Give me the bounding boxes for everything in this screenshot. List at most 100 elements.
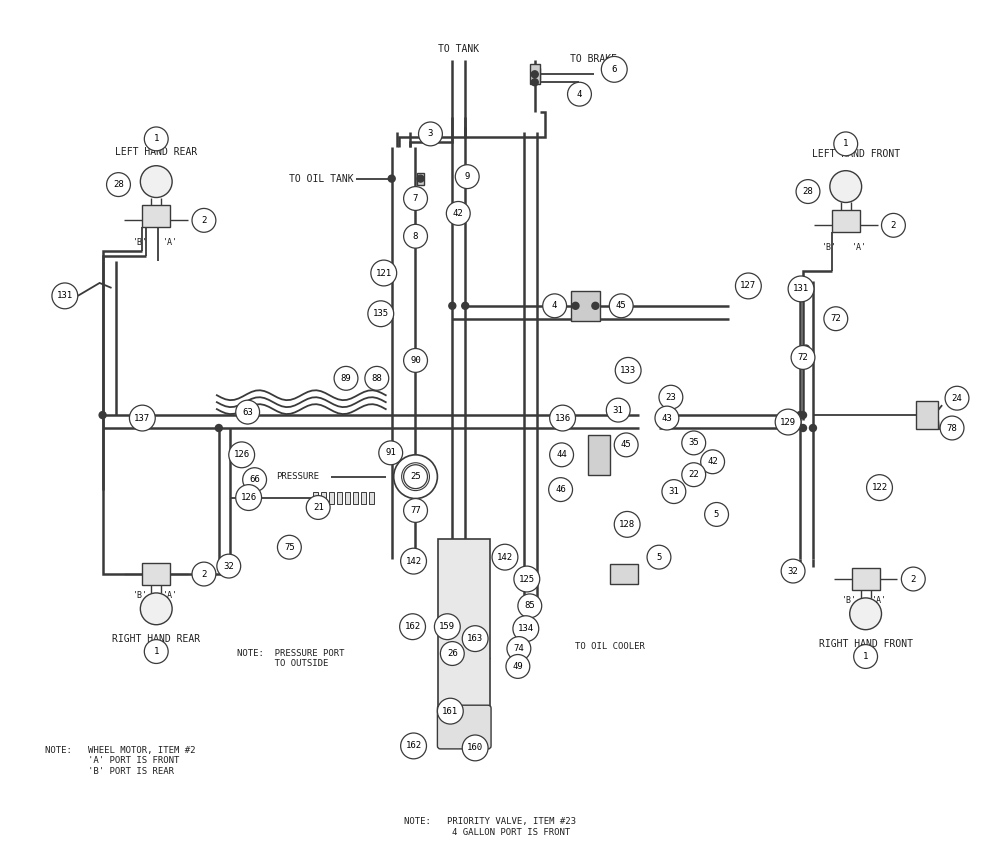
Bar	[530, 64, 540, 84]
Circle shape	[365, 366, 389, 390]
Circle shape	[462, 626, 488, 651]
Circle shape	[655, 406, 679, 430]
Circle shape	[404, 187, 427, 211]
Text: 32: 32	[223, 562, 234, 571]
Circle shape	[601, 56, 627, 82]
Text: 89: 89	[341, 374, 351, 383]
Text: 161: 161	[442, 707, 458, 716]
Text: TO OIL TANK: TO OIL TANK	[289, 174, 354, 184]
Text: 159: 159	[439, 622, 455, 631]
Text: 44: 44	[556, 450, 567, 460]
Circle shape	[659, 385, 683, 409]
Circle shape	[549, 478, 573, 502]
Circle shape	[701, 450, 725, 473]
Circle shape	[99, 412, 106, 419]
Circle shape	[775, 409, 801, 435]
Circle shape	[824, 306, 848, 330]
Circle shape	[419, 122, 442, 146]
Circle shape	[492, 544, 518, 570]
Circle shape	[531, 79, 538, 86]
Circle shape	[229, 442, 255, 467]
Circle shape	[518, 594, 542, 618]
Circle shape	[615, 358, 641, 383]
Text: 163: 163	[467, 634, 483, 643]
Circle shape	[404, 348, 427, 372]
Text: 23: 23	[666, 393, 676, 401]
Text: 72: 72	[830, 314, 841, 324]
Text: 'B': 'B'	[133, 238, 148, 247]
Circle shape	[550, 405, 576, 431]
Circle shape	[781, 559, 805, 583]
Circle shape	[854, 645, 878, 669]
Text: 'B': 'B'	[822, 243, 837, 252]
Bar	[345, 491, 350, 503]
Text: 22: 22	[688, 470, 699, 479]
Circle shape	[334, 366, 358, 390]
Bar	[852, 568, 880, 590]
Text: 4: 4	[552, 301, 557, 310]
Circle shape	[901, 567, 925, 591]
Circle shape	[306, 496, 330, 520]
Bar	[321, 491, 326, 503]
Circle shape	[867, 475, 892, 501]
Text: 25: 25	[410, 473, 421, 481]
Circle shape	[434, 614, 460, 639]
Circle shape	[217, 554, 241, 578]
Text: 45: 45	[616, 301, 627, 310]
Text: NOTE:   PRIORITY VALVE, ITEM #23
        4 GALLON PORT IS FRONT: NOTE: PRIORITY VALVE, ITEM #23 4 GALLON …	[404, 817, 576, 837]
Text: 32: 32	[788, 567, 798, 575]
Circle shape	[796, 180, 820, 204]
Text: 162: 162	[405, 622, 421, 631]
Text: 'B': 'B'	[133, 591, 148, 600]
Circle shape	[144, 639, 168, 663]
Bar	[916, 401, 938, 429]
Circle shape	[809, 425, 816, 431]
Circle shape	[368, 300, 394, 327]
Circle shape	[830, 170, 862, 203]
Text: 121: 121	[376, 269, 392, 277]
Text: RIGHT HAND FRONT: RIGHT HAND FRONT	[819, 639, 913, 649]
Circle shape	[244, 417, 251, 424]
Circle shape	[945, 386, 969, 410]
Text: 5: 5	[714, 510, 719, 519]
Circle shape	[400, 614, 425, 639]
Circle shape	[140, 593, 172, 625]
Text: 85: 85	[524, 601, 535, 610]
Text: 42: 42	[707, 457, 718, 467]
Text: 2: 2	[201, 569, 207, 579]
Text: LEFT HAND REAR: LEFT HAND REAR	[115, 147, 197, 157]
Text: 42: 42	[453, 209, 464, 218]
Bar	[610, 564, 638, 584]
Bar	[337, 491, 342, 503]
Circle shape	[791, 346, 815, 370]
Text: 134: 134	[518, 624, 534, 633]
Circle shape	[140, 166, 172, 198]
Text: NOTE:   WHEEL MOTOR, ITEM #2
        'A' PORT IS FRONT
        'B' PORT IS REAR: NOTE: WHEEL MOTOR, ITEM #2 'A' PORT IS F…	[45, 746, 195, 776]
Text: 24: 24	[952, 394, 962, 402]
Circle shape	[609, 294, 633, 318]
Text: 142: 142	[406, 556, 422, 566]
Text: 142: 142	[497, 553, 513, 562]
Circle shape	[129, 405, 155, 431]
Circle shape	[404, 465, 427, 489]
Circle shape	[705, 502, 729, 526]
Bar	[588, 435, 610, 475]
Bar	[142, 563, 170, 585]
Text: 2: 2	[891, 221, 896, 229]
Text: 35: 35	[688, 438, 699, 448]
Text: 1: 1	[154, 647, 159, 656]
Text: LEFT HAND FRONT: LEFT HAND FRONT	[812, 149, 900, 159]
Bar	[369, 491, 374, 503]
Circle shape	[401, 548, 426, 574]
Circle shape	[550, 443, 574, 467]
Circle shape	[682, 463, 706, 486]
Circle shape	[592, 302, 599, 309]
Text: 45: 45	[621, 440, 632, 449]
Text: 66: 66	[249, 475, 260, 484]
Text: 137: 137	[134, 413, 150, 423]
Text: TO TANK: TO TANK	[438, 45, 479, 55]
Text: RIGHT HAND REAR: RIGHT HAND REAR	[112, 633, 200, 644]
Bar	[832, 211, 860, 232]
Circle shape	[388, 175, 395, 182]
Text: 8: 8	[413, 232, 418, 241]
